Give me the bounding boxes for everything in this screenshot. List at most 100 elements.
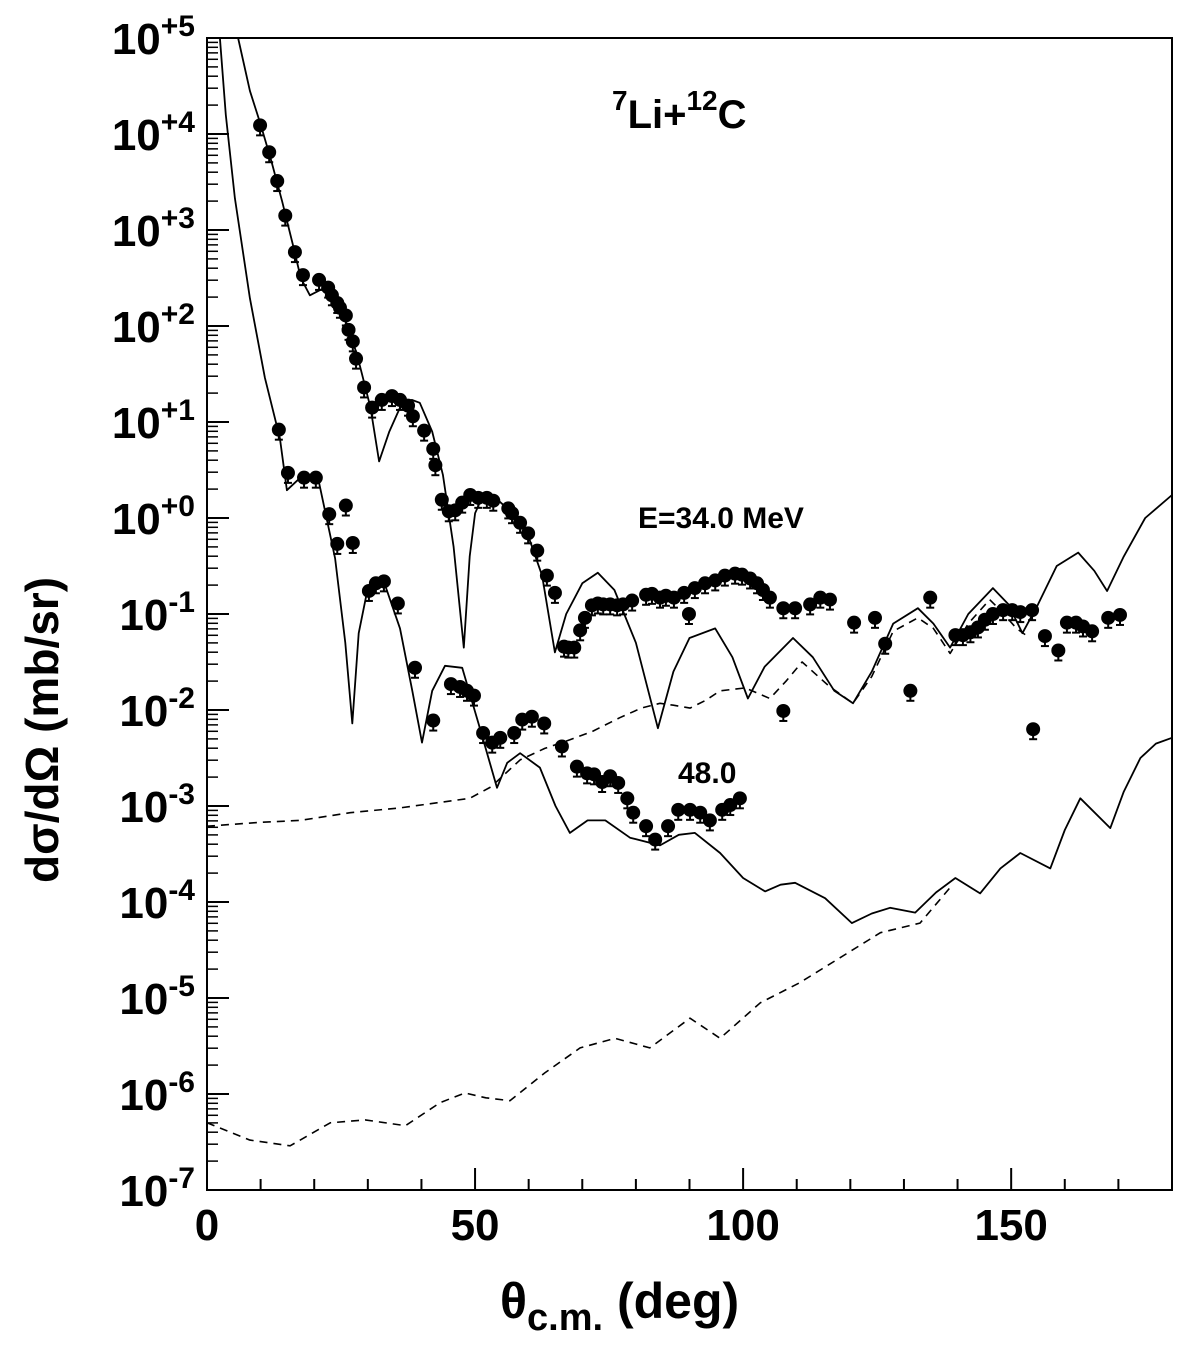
data-point [308,470,323,485]
data-point [625,593,640,608]
data-point [507,726,522,741]
data-point [681,607,696,621]
data-point [803,597,818,612]
y-tick-label: 10+0 [112,490,195,544]
y-tick-label: 10-1 [119,586,195,640]
data-point [762,590,777,605]
y-tick-label: 10-4 [119,874,195,928]
y-tick-exponent: -6 [168,1066,195,1099]
data-point [702,813,717,828]
y-tick-exponent: -1 [168,586,195,619]
data-point [1101,610,1116,625]
y-tick-base: 10 [119,975,168,1024]
data-point [365,400,380,415]
data-point [537,716,552,731]
data-point [322,507,337,522]
data-point [493,730,508,745]
y-tick-exponent: -2 [168,682,195,715]
y-tick-base: 10 [119,687,168,736]
y-tick-base: 10 [119,591,168,640]
data-point [639,819,654,834]
y-tick-base: 10 [112,111,161,160]
data-point [476,726,491,741]
y-tick-exponent: +4 [161,106,196,139]
data-point [338,498,353,513]
axis-ticks [206,41,1173,1191]
data-point [345,334,360,349]
y-tick-base: 10 [119,1071,168,1120]
y-tick-base: 10 [112,303,161,352]
chart-title: 7Li+12C [612,85,747,137]
data-point [505,506,520,521]
data-point [539,568,554,583]
data-point [376,574,391,589]
data-point [1026,722,1041,737]
data-point [822,592,837,607]
data-point [878,636,893,651]
y-tick-label: 10+5 [112,10,195,64]
data-point [271,422,286,437]
data-point [530,543,545,558]
data-point [693,805,708,820]
y-tick-label: 10-5 [119,970,195,1024]
data-point [1037,629,1052,644]
annotation-48mev: 48.0 [678,757,736,790]
data-point [287,245,302,260]
data-point [405,409,420,424]
data-point [390,596,405,611]
y-tick-base: 10 [119,783,168,832]
data-point [611,775,626,790]
y-tick-exponent: -5 [168,970,195,1003]
data-point [1051,643,1066,658]
y-tick-exponent: +1 [161,394,195,427]
y-tick-base: 10 [112,15,161,64]
data-point [923,590,938,605]
data-point [466,688,481,703]
data-point [513,515,528,530]
y-tick-label: 10+4 [112,106,195,160]
data-point [1025,603,1040,618]
data-point [547,585,562,600]
data-point [401,398,416,413]
data-point [732,791,747,806]
y-tick-label: 10-7 [119,1162,195,1216]
plot-frame [206,37,1173,1191]
data-point [626,805,641,820]
y-tick-base: 10 [112,207,161,256]
y-tick-exponent: -7 [168,1162,195,1195]
y-tick-base: 10 [112,495,161,544]
data-point [434,492,449,507]
y-tick-base: 10 [119,879,168,928]
data-point [577,610,592,625]
data-point [408,660,423,675]
data-point [671,802,686,817]
data-point [426,713,441,728]
data-point [330,536,345,551]
y-tick-label: 10-6 [119,1066,195,1120]
data-point [262,145,277,160]
y-tick-label: 10+2 [112,298,195,352]
data-point [426,441,441,456]
data-point [903,683,918,698]
y-tick-exponent: +3 [161,202,195,235]
data-point [349,351,364,366]
data-point [357,380,372,395]
data-point [297,470,312,485]
data-point [867,610,882,625]
data-point [295,268,310,283]
dashed-curve [206,887,951,1147]
data-point [567,640,582,655]
y-tick-exponent: -4 [168,874,195,907]
y-tick-exponent: +0 [161,490,195,523]
y-tick-exponent: +5 [161,10,195,43]
x-tick-label: 0 [195,1201,219,1250]
data-point [569,759,584,774]
data-point [280,465,295,480]
data-point [270,174,285,189]
x-tick-label: 50 [451,1201,500,1250]
data-point [788,601,803,616]
data-point [338,308,353,323]
y-tick-labels: 10+510+410+310+210+110+010-110-210-310-4… [112,10,195,1216]
data-point [776,703,791,718]
